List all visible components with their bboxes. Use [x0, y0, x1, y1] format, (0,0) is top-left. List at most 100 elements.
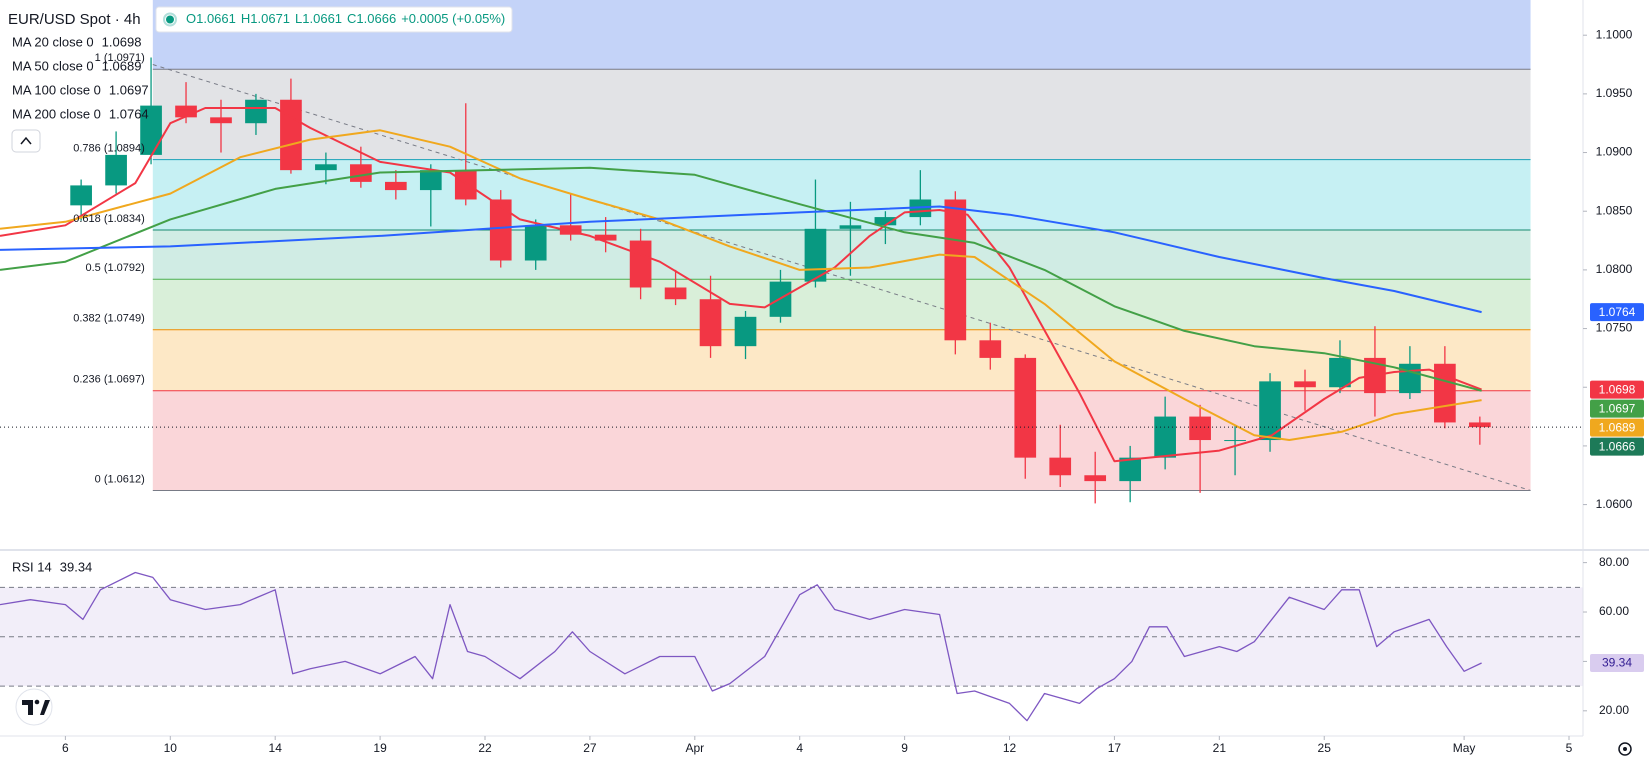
- candle-body: [1154, 416, 1176, 458]
- ma-legend-value: 1.0697: [109, 82, 149, 97]
- symbol-title: EUR/USD Spot · 4h: [8, 11, 141, 28]
- x-tick-label: 6: [62, 741, 69, 755]
- candle-body: [594, 234, 617, 241]
- x-tick-label: 22: [478, 741, 492, 755]
- status-dot: [166, 15, 174, 24]
- fib-band: [152, 69, 1531, 160]
- x-tick-label: 21: [1213, 741, 1227, 755]
- ma-legend-value: 1.0764: [109, 106, 149, 121]
- ohlc-close: C1.0666: [347, 11, 396, 26]
- fib-level-label: 0.236 (1.0697): [73, 374, 145, 386]
- candle-body: [1119, 457, 1142, 482]
- x-tick-label: 17: [1108, 741, 1122, 755]
- main-pane-background: [152, 0, 1531, 492]
- x-tick-label: 5: [1566, 741, 1573, 755]
- candle-body: [1329, 357, 1351, 388]
- candle-body: [175, 105, 197, 118]
- settings-icon-center: [1623, 747, 1627, 751]
- fib-band: [152, 279, 1531, 330]
- candle-body: [210, 117, 232, 124]
- price-axis-box: [1590, 418, 1644, 437]
- candle-body: [280, 99, 302, 171]
- y-tick-label: 1.0750: [1596, 321, 1633, 335]
- rsi-legend-name: RSI 14: [12, 559, 52, 574]
- settings-icon: [1618, 742, 1632, 756]
- ma-legend-name: MA 20 close 0: [12, 34, 94, 49]
- candle-body: [1259, 381, 1281, 441]
- tv-logo: [15, 688, 53, 726]
- x-tick-label: 19: [373, 741, 387, 755]
- candle-body: [664, 287, 687, 300]
- candle-body: [1294, 381, 1316, 388]
- candle-body: [559, 225, 582, 235]
- price-axis-box: [1590, 437, 1644, 456]
- candle-body: [315, 164, 337, 171]
- fib-level-label: 0 (1.0612): [95, 473, 145, 485]
- rsi-tick-label: 80.00: [1599, 555, 1629, 569]
- ohlc-box: [155, 6, 513, 33]
- fib-level-label: 0.382 (1.0749): [73, 313, 145, 325]
- y-tick-label: 1.0600: [1596, 497, 1633, 511]
- candle-body: [419, 170, 442, 191]
- ohlc-low: L1.0661: [295, 11, 342, 26]
- price-axis-box-label: 1.0689: [1599, 420, 1636, 434]
- candle-body: [1014, 357, 1037, 458]
- y-tick-label: 1.0850: [1596, 203, 1633, 217]
- moving-average-line: [0, 166, 1482, 392]
- price-axis-box: [1590, 303, 1644, 322]
- price-axis-box-label: 1.0697: [1599, 401, 1636, 415]
- fib-level-label: 1 (1.0971): [95, 52, 145, 64]
- ma-legend-value: 1.0698: [102, 34, 142, 49]
- trend-line: [152, 64, 1531, 491]
- candle-body: [245, 99, 267, 124]
- candle-body: [454, 170, 477, 200]
- candle-body: [105, 154, 127, 186]
- settings-button[interactable]: [1618, 742, 1632, 756]
- y-tick-label: 1.0800: [1596, 262, 1633, 276]
- moving-average-line: [0, 205, 1482, 314]
- price-axis-box-label: 1.0764: [1599, 305, 1636, 319]
- candle-body: [1189, 416, 1211, 441]
- price-axis-box-label: 1.0698: [1599, 382, 1636, 396]
- x-tick-label: 10: [164, 741, 178, 755]
- candle-body: [1224, 440, 1246, 442]
- candle-body: [979, 340, 1002, 358]
- rsi-axis-box-label: 39.34: [1602, 656, 1632, 670]
- x-tick-label: 25: [1318, 741, 1332, 755]
- fib-band: [152, 159, 1531, 230]
- logo-circle: [15, 688, 53, 726]
- collapse-icon: [20, 136, 32, 145]
- x-tick-label: 9: [901, 741, 908, 755]
- candle-body: [734, 316, 757, 347]
- y-tick-label: 1.0900: [1596, 145, 1633, 159]
- price-axis-box-label: 1.0666: [1599, 439, 1636, 453]
- ohlc-values: O1.0661 H1.0671 L1.0661 C1.0666 +0.0005 (+0.…: [186, 11, 505, 26]
- candle-body: [629, 240, 652, 288]
- logo-t: [22, 700, 33, 715]
- candle-body: [384, 181, 407, 191]
- rsi-axis-box: [1590, 654, 1644, 673]
- y-tick-label: 1.1000: [1596, 27, 1633, 41]
- rsi-tick-label: 20.00: [1599, 703, 1629, 717]
- candle-body: [699, 299, 722, 347]
- fib-level-label: 0.618 (1.0834): [73, 213, 145, 225]
- ohlc-open: O1.0661: [186, 11, 236, 26]
- logo-v: [40, 700, 50, 715]
- collapse-button[interactable]: [11, 129, 41, 153]
- moving-average-line: [0, 107, 1482, 463]
- main-pane: [0, 57, 1583, 504]
- candle-body: [944, 199, 967, 341]
- fib-level-label: 0.5 (1.0792): [85, 262, 144, 274]
- fib-band: [152, 390, 1531, 491]
- x-tick-label: 14: [269, 741, 283, 755]
- moving-average-line: [0, 129, 1482, 441]
- candle-body: [489, 199, 512, 261]
- x-tick-label: 4: [796, 741, 803, 755]
- candle-body: [140, 105, 162, 155]
- ma-legend-name: MA 100 close 0: [12, 82, 101, 97]
- ma-legend-value: 1.0689: [102, 58, 142, 73]
- x-tick-label: Apr: [685, 741, 704, 755]
- rsi-line: [0, 571, 1482, 722]
- candle-body: [874, 217, 897, 226]
